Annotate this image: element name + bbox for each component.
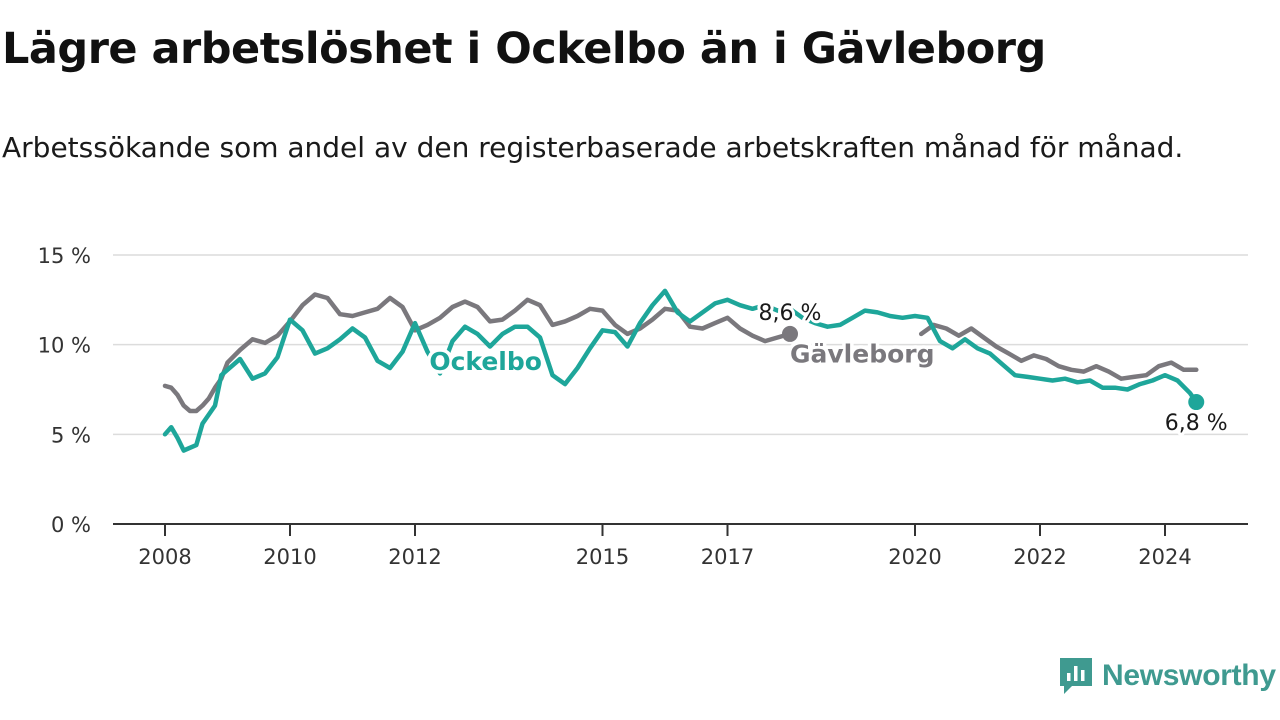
axes: 0 % 5 % 10 % 15 % 2008 2010 2012 2015 2017 2020 20… [38,244,1248,569]
x-tick-label: 2010 [263,545,316,569]
x-tick-label: 2008 [138,545,191,569]
y-tick-label: 5 % [51,423,91,447]
chart-title: Lägre arbetslöshet i Ockelbo än i Gävleb… [2,24,1046,74]
newsworthy-logo-text: Newsworthy [1102,659,1276,692]
grid-lines [113,254,1248,436]
x-tick-label: 2024 [1138,545,1191,569]
end-value-label: 6,8 % [1165,411,1228,436]
x-tick-label: 2015 [576,545,629,569]
newsworthy-logo: Newsworthy [1058,654,1276,698]
y-tick-label: 0 % [51,513,91,537]
end-value-label: 8,6 % [759,301,822,326]
newsworthy-logo-icon [1060,658,1092,694]
y-tick-label: 10 % [38,334,91,358]
series-line-ockelbo [162,288,1199,453]
x-tick-label: 2022 [1013,545,1066,569]
series-name-label: Gävleborg [790,340,935,369]
y-tick-label: 15 % [38,244,91,268]
series-lines [162,288,1205,453]
end-value-label-halo: 8,6 % [759,301,822,326]
x-tick-label: 2012 [388,545,441,569]
end-value-label-halo: 6,8 % [1165,411,1228,436]
x-tick-label: 2020 [888,545,941,569]
series-line-gavleborg [918,322,1199,381]
series-name-label-halo: Ockelbo [429,347,542,376]
series-name-label: Ockelbo [429,347,542,376]
series-name-label-halo: Gävleborg [790,340,935,369]
end-point-marker [1188,394,1205,411]
x-tick-label: 2017 [701,545,754,569]
end-point-marker [782,325,798,342]
chart-subtitle: Arbetssökande som andel av den registerb… [2,131,1184,164]
